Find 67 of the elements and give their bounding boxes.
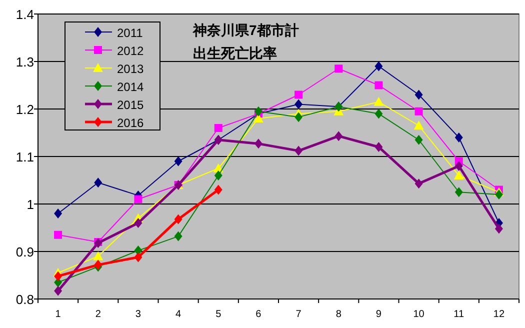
x-tick-label: 8 (336, 309, 342, 320)
x-tick-label: 11 (454, 309, 464, 320)
y-tick-label: 0.9 (16, 244, 34, 260)
point (174, 156, 182, 166)
point (54, 208, 62, 218)
point (374, 61, 383, 72)
point (414, 178, 423, 189)
point (254, 138, 262, 149)
point (414, 107, 423, 116)
point (414, 134, 423, 145)
point (54, 286, 62, 296)
point (134, 252, 142, 262)
point (294, 112, 303, 122)
point (374, 81, 383, 90)
point (454, 132, 463, 142)
point (454, 187, 463, 198)
point (174, 231, 182, 242)
x-tick-label: 4 (176, 309, 182, 320)
x-tick-label: 7 (296, 309, 302, 320)
point (374, 142, 383, 152)
point (414, 120, 424, 130)
legend-label: 2014 (117, 80, 144, 94)
legend-label: 2013 (117, 62, 144, 76)
y-tick-label: 1.3 (16, 54, 34, 70)
x-tick-label: 1 (55, 309, 62, 320)
point (214, 170, 222, 180)
point (254, 106, 262, 116)
legend-label: 2012 (117, 44, 144, 58)
point (253, 114, 264, 122)
y-tick-label: 1.1 (16, 150, 34, 164)
point (294, 90, 303, 99)
point (174, 214, 182, 224)
point (494, 190, 503, 200)
y-tick-label: 0.8 (16, 292, 34, 307)
text: 神奈川県7都市計 (192, 22, 299, 38)
legend-label: 2011 (117, 26, 144, 40)
point (454, 170, 464, 180)
point (374, 96, 384, 106)
text: 出生死亡比率 (193, 45, 277, 61)
x-tick-label: 5 (216, 309, 222, 320)
point (414, 90, 423, 100)
point (93, 251, 104, 260)
point (54, 230, 62, 239)
point (334, 64, 343, 73)
point (134, 195, 142, 204)
y-tick-label: 1.2 (16, 102, 34, 117)
point (454, 161, 463, 171)
point (54, 271, 62, 282)
point (94, 178, 102, 188)
x-tick-label: 6 (256, 309, 262, 320)
point (374, 108, 383, 119)
x-tick-label: 12 (493, 309, 505, 320)
x-tick-label: 10 (413, 309, 425, 320)
point (134, 218, 142, 228)
y-tick-label: 1.4 (16, 7, 34, 22)
point (294, 99, 303, 110)
x-tick-label: 2 (95, 309, 102, 320)
point (494, 224, 503, 234)
legend-label: 2015 (117, 98, 144, 112)
point (294, 146, 303, 156)
point (214, 184, 222, 195)
x-tick-label: 3 (135, 309, 142, 320)
point (214, 124, 222, 132)
x-tick-label: 9 (376, 309, 382, 320)
legend-label: 2016 (117, 116, 144, 130)
point (334, 131, 343, 142)
y-tick-label: 1 (26, 197, 34, 212)
